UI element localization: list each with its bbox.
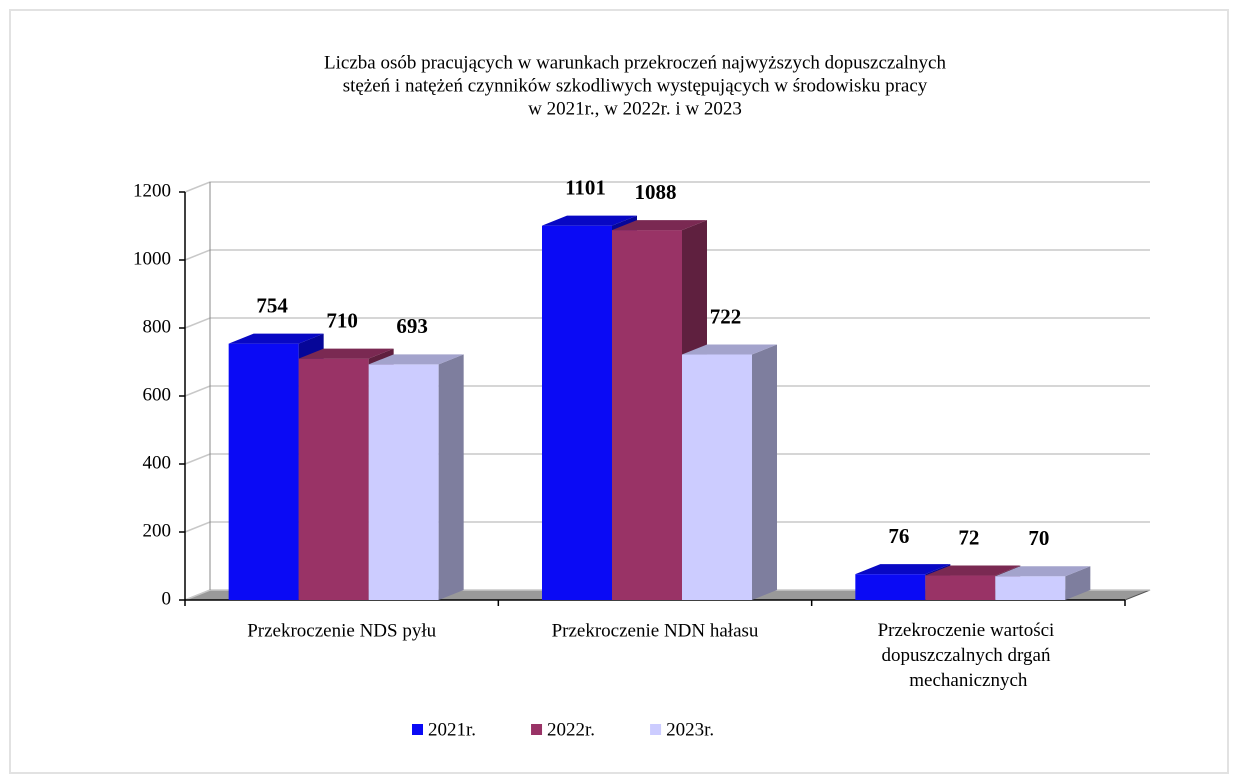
y-tick-label: 1200: [133, 180, 171, 201]
bar: [542, 225, 612, 600]
bar-top: [228, 333, 324, 344]
chart-title: Liczba osób pracujących w warunkach prze…: [324, 52, 946, 73]
y-tick-label: 0: [162, 588, 172, 609]
data-label: 754: [256, 293, 288, 317]
bar-top: [612, 220, 707, 231]
chart-title: w 2021r., w 2022r. i w 2023: [528, 98, 742, 119]
y-tick-label: 200: [143, 520, 172, 541]
bar-top: [298, 348, 394, 359]
data-label: 1101: [565, 175, 606, 199]
bar-top: [995, 566, 1091, 577]
bar-top: [855, 564, 951, 575]
bar: [228, 343, 299, 600]
bar-top: [368, 354, 464, 365]
y-tick-label: 400: [143, 452, 172, 473]
data-label: 722: [710, 304, 742, 328]
legend-label: 2023r.: [666, 719, 714, 740]
chart-title: stężeń i natężeń czynników szkodliwych w…: [343, 75, 928, 96]
bar-top: [682, 344, 777, 355]
y-tick-label: 800: [143, 316, 172, 337]
bar: [925, 575, 996, 600]
data-label: 76: [888, 524, 909, 548]
bar-side: [1065, 566, 1091, 600]
legend-swatch: [650, 724, 662, 735]
bar: [682, 354, 752, 600]
data-label: 710: [326, 308, 358, 332]
x-tick-label: Przekroczenie NDS pyłu: [247, 620, 436, 641]
x-tick-label: Przekroczenie NDN hałasu: [552, 620, 759, 641]
bar: [368, 364, 439, 600]
legend-label: 2021r.: [428, 719, 476, 740]
x-tick-label: Przekroczenie wartości dopuszczalnych dr…: [878, 620, 1059, 691]
y-tick-label: 1000: [133, 248, 171, 269]
bar: [995, 576, 1066, 600]
legend-label: 2022r.: [547, 719, 595, 740]
bar-top: [925, 565, 1021, 576]
y-tick-label: 600: [143, 384, 172, 405]
bar: [298, 358, 369, 600]
data-label: 1088: [635, 180, 677, 204]
legend-swatch: [531, 724, 543, 735]
bar-side: [438, 354, 464, 600]
bar-top: [542, 215, 637, 226]
bar: [612, 230, 682, 600]
bar-side: [752, 344, 777, 600]
bar: [855, 574, 926, 600]
data-label: 72: [958, 525, 979, 549]
data-label: 693: [396, 314, 428, 338]
legend-swatch: [412, 724, 423, 735]
data-label: 70: [1028, 526, 1049, 550]
